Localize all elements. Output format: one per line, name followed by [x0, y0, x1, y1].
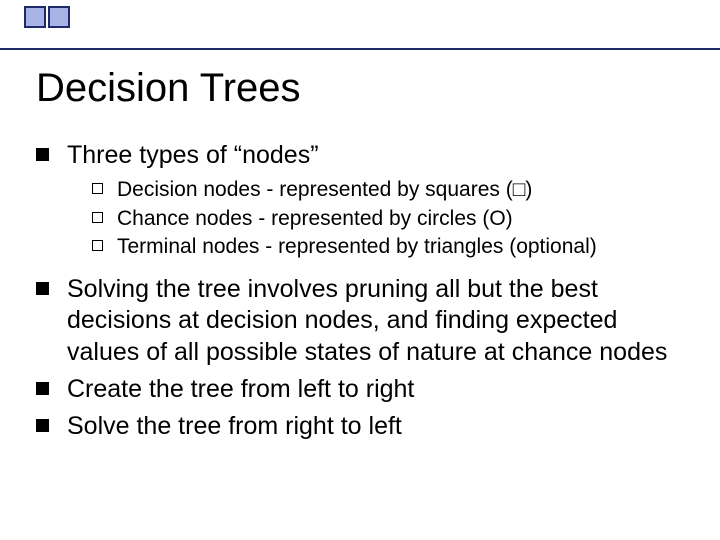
square-bullet-icon — [36, 382, 49, 395]
square-bullet-icon — [36, 282, 49, 295]
bullet-text: Three types of “nodes” — [67, 140, 319, 171]
hollow-square-bullet-icon — [92, 212, 103, 223]
sub-bullet-text: Decision nodes - represented by squares … — [117, 177, 532, 203]
slide-body: Three types of “nodes” Decision nodes - r… — [36, 140, 684, 448]
accent-square — [24, 6, 46, 28]
bullet-level1: Three types of “nodes” — [36, 140, 684, 171]
hollow-square-bullet-icon — [92, 183, 103, 194]
bullet-text: Solving the tree involves pruning all bu… — [67, 274, 684, 368]
bullet-level1: Solve the tree from right to left — [36, 411, 684, 442]
bullet-level2: Decision nodes - represented by squares … — [92, 177, 684, 203]
slide-title: Decision Trees — [36, 66, 301, 111]
bullet-level2: Chance nodes - represented by circles (Ο… — [92, 206, 684, 232]
square-bullet-icon — [36, 148, 49, 161]
accent-squares — [24, 6, 70, 28]
bullet-text: Create the tree from left to right — [67, 374, 414, 405]
bullet-text: Solve the tree from right to left — [67, 411, 402, 442]
accent-square — [48, 6, 70, 28]
bullet-level1: Solving the tree involves pruning all bu… — [36, 274, 684, 368]
sub-bullet-group: Decision nodes - represented by squares … — [92, 177, 684, 260]
sub-bullet-text: Terminal nodes - represented by triangle… — [117, 234, 597, 260]
slide: Decision Trees Three types of “nodes” Dec… — [0, 0, 720, 540]
bullet-level2: Terminal nodes - represented by triangle… — [92, 234, 684, 260]
bullet-level1: Create the tree from left to right — [36, 374, 684, 405]
hollow-square-bullet-icon — [92, 240, 103, 251]
sub-bullet-text: Chance nodes - represented by circles (Ο… — [117, 206, 513, 232]
accent-rule — [0, 48, 720, 50]
square-bullet-icon — [36, 419, 49, 432]
